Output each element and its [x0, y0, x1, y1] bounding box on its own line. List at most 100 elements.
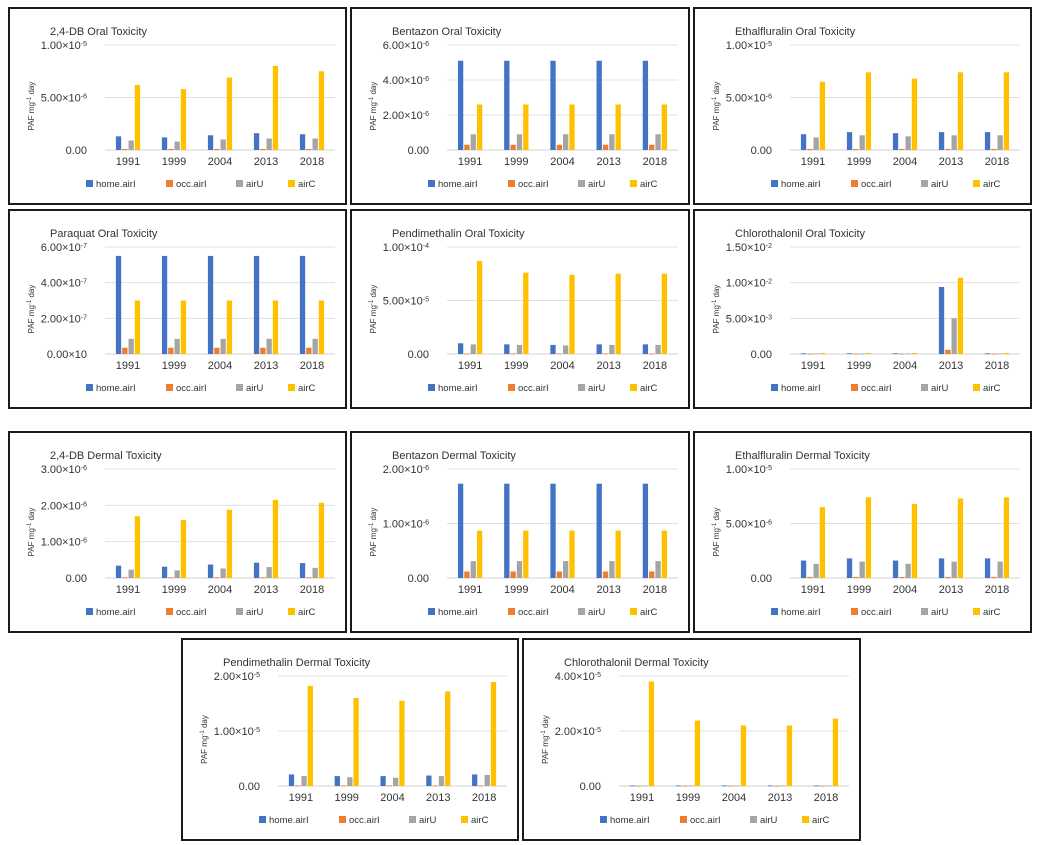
y-axis-label: PAF mg-1 day: [200, 715, 209, 764]
bar-airc-1999: [523, 530, 529, 578]
legend-label-airc: airC: [983, 383, 1001, 394]
legend-swatch-occ-airi: [851, 608, 858, 615]
bar-airu-2004: [220, 338, 226, 354]
bar-occ-airi-1991: [636, 785, 642, 787]
bar-airu-2018: [312, 567, 318, 578]
bar-occ-airi-1999: [340, 785, 347, 787]
legend-swatch-home-airi: [771, 384, 778, 391]
legend-label-occ-airi: occ.airI: [861, 383, 892, 394]
legend-swatch-airu: [921, 608, 928, 615]
bar-occ-airi-1991: [807, 576, 813, 578]
bar-airc-1991: [134, 84, 141, 150]
y-tick-label: 1.00×10-6: [383, 519, 429, 531]
legend-label-home-airi: home.airI: [438, 179, 478, 190]
chart-svg: Chlorothalonil Oral Toxicity PAF mg-1 day…: [712, 228, 1020, 394]
bar-occ-airi-1991: [807, 353, 813, 355]
bar-occ-airi-1999: [682, 785, 688, 787]
bar-airc-1999: [523, 272, 529, 354]
bar-airc-2004: [226, 509, 233, 578]
legend-swatch-home-airi: [259, 816, 266, 823]
bar-home-airi-2004: [892, 133, 899, 150]
bar-airu-1999: [516, 561, 523, 578]
chart-chlorothalonil-dermal-toxicity: Chlorothalonil Dermal Toxicity PAF mg-1 d…: [522, 638, 861, 841]
chart-bentazon-oral-toxicity: Bentazon Oral Toxicity PAF mg-1 day 0.00 2.…: [350, 7, 690, 205]
bar-airc-2018: [1003, 497, 1010, 578]
bar-home-airi-1999: [504, 60, 510, 150]
x-tick-label: 1991: [801, 360, 825, 372]
bar-airc-1991: [476, 104, 483, 150]
bar-airu-2013: [951, 135, 957, 150]
bar-home-airi-1999: [504, 483, 510, 578]
bar-airc-2004: [740, 725, 747, 786]
bar-occ-airi-2004: [556, 144, 562, 150]
bar-airu-2013: [609, 134, 615, 150]
bar-home-airi-2018: [642, 60, 649, 150]
bar-home-airi-2004: [550, 60, 556, 150]
y-tick-label: 0.00: [408, 349, 429, 361]
bar-airc-1991: [134, 300, 141, 354]
bar-airu-2004: [220, 568, 226, 578]
bar-occ-airi-2004: [899, 576, 905, 578]
y-tick-label: 5.00×10-3: [726, 313, 772, 325]
x-tick-label: 1999: [847, 584, 871, 596]
bar-airu-1991: [470, 344, 476, 354]
bar-occ-airi-1999: [510, 571, 516, 578]
legend-swatch-airu: [578, 180, 585, 187]
bar-home-airi-2013: [596, 483, 602, 578]
bar-occ-airi-2004: [386, 785, 392, 787]
bar-occ-airi-1999: [168, 347, 174, 354]
bar-home-airi-1991: [800, 134, 807, 150]
x-tick-label: 2004: [208, 156, 232, 168]
x-tick-label: 2013: [254, 156, 278, 168]
legend-label-home-airi: home.airI: [781, 607, 821, 618]
bar-airc-2013: [272, 66, 279, 150]
bar-occ-airi-2013: [432, 785, 438, 787]
chart-title: Chlorothalonil Oral Toxicity: [735, 228, 866, 240]
legend-swatch-home-airi: [771, 608, 778, 615]
x-tick-label: 1999: [504, 156, 528, 168]
y-tick-label: 4.00×10-6: [383, 75, 429, 87]
x-tick-label: 2004: [722, 792, 746, 804]
legend-label-occ-airi: occ.airI: [176, 179, 207, 190]
legend-label-occ-airi: occ.airI: [518, 383, 549, 394]
bar-home-airi-1999: [846, 558, 853, 578]
bar-occ-airi-2018: [478, 785, 484, 787]
legend-label-home-airi: home.airI: [96, 383, 136, 394]
chart-title: Ethalfluralin Dermal Toxicity: [735, 450, 870, 462]
chart-title: Bentazon Dermal Toxicity: [392, 450, 516, 462]
bar-airc-2004: [569, 530, 575, 578]
bar-airu-1991: [470, 561, 476, 578]
legend-label-airc: airC: [640, 383, 658, 394]
bar-occ-airi-1991: [122, 347, 128, 354]
bar-occ-airi-1991: [122, 148, 128, 150]
bar-airu-2013: [951, 318, 957, 354]
bar-airc-2018: [318, 502, 325, 578]
bar-home-airi-1991: [115, 565, 122, 578]
bar-airc-2004: [911, 503, 918, 578]
bar-airu-2013: [609, 561, 615, 578]
bar-home-airi-2004: [207, 135, 214, 150]
legend-label-airc: airC: [298, 179, 316, 190]
bar-airu-1991: [470, 134, 476, 150]
y-tick-label: 3.00×10-6: [41, 464, 87, 476]
bar-home-airi-1991: [457, 60, 464, 150]
bar-home-airi-1991: [629, 785, 636, 787]
bar-occ-airi-1999: [510, 144, 516, 150]
legend-label-occ-airi: occ.airI: [518, 179, 549, 190]
legend-label-airu: airU: [419, 815, 437, 826]
x-tick-label: 1991: [801, 156, 825, 168]
x-tick-label: 2013: [596, 360, 620, 372]
legend-swatch-airu: [921, 180, 928, 187]
bar-home-airi-2018: [642, 344, 649, 354]
legend-label-airc: airC: [298, 607, 316, 618]
bar-occ-airi-1991: [464, 353, 470, 355]
legend-swatch-airc: [288, 180, 295, 187]
legend-swatch-airc: [630, 608, 637, 615]
bar-home-airi-2004: [892, 560, 899, 578]
legend-swatch-home-airi: [428, 608, 435, 615]
bar-occ-airi-2018: [820, 785, 826, 787]
x-tick-label: 1991: [630, 792, 654, 804]
legend-label-airc: airC: [640, 179, 658, 190]
legend-swatch-airu: [750, 816, 757, 823]
bar-airu-1999: [688, 785, 694, 787]
